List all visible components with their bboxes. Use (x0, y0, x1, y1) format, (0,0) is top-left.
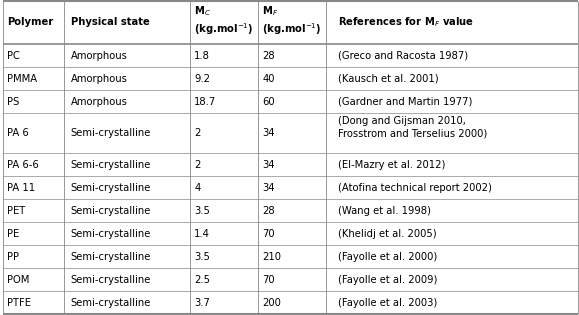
Text: 4: 4 (194, 183, 200, 193)
Text: 34: 34 (262, 183, 275, 193)
Text: PMMA: PMMA (7, 74, 37, 84)
Text: 200: 200 (262, 298, 281, 308)
Text: 28: 28 (262, 206, 275, 216)
Text: (Greco and Racosta 1987): (Greco and Racosta 1987) (338, 51, 468, 61)
Text: Semi-crystalline: Semi-crystalline (71, 298, 151, 308)
Text: 2: 2 (194, 160, 200, 170)
Text: Polymer: Polymer (7, 17, 53, 27)
Text: PA 11: PA 11 (7, 183, 35, 193)
Text: 9.2: 9.2 (194, 74, 210, 84)
Text: 18.7: 18.7 (194, 97, 217, 107)
Text: (Fayolle et al. 2009): (Fayolle et al. 2009) (338, 275, 438, 285)
Text: 70: 70 (262, 275, 275, 285)
Text: 1.4: 1.4 (194, 229, 210, 239)
Text: PET: PET (7, 206, 25, 216)
Text: 40: 40 (262, 74, 275, 84)
Text: 210: 210 (262, 252, 281, 262)
Text: PA 6-6: PA 6-6 (7, 160, 39, 170)
Text: (Atofina technical report 2002): (Atofina technical report 2002) (338, 183, 492, 193)
Text: (Kausch et al. 2001): (Kausch et al. 2001) (338, 74, 439, 84)
Text: References for M$_F$ value: References for M$_F$ value (338, 15, 474, 29)
Text: PTFE: PTFE (7, 298, 31, 308)
Text: (Fayolle et al. 2000): (Fayolle et al. 2000) (338, 252, 437, 262)
Text: Semi-crystalline: Semi-crystalline (71, 129, 151, 138)
Text: (Khelidj et al. 2005): (Khelidj et al. 2005) (338, 229, 437, 239)
Text: 34: 34 (262, 129, 275, 138)
Text: (El-Mazry et al. 2012): (El-Mazry et al. 2012) (338, 160, 445, 170)
Text: (Gardner and Martin 1977): (Gardner and Martin 1977) (338, 97, 472, 107)
Text: 28: 28 (262, 51, 275, 61)
Text: M$_F$
(kg.mol$^{-1}$): M$_F$ (kg.mol$^{-1}$) (262, 4, 322, 37)
Text: 60: 60 (262, 97, 275, 107)
Text: PA 6: PA 6 (7, 129, 29, 138)
Text: PE: PE (7, 229, 19, 239)
Text: M$_C$
(kg.mol$^{-1}$): M$_C$ (kg.mol$^{-1}$) (194, 4, 254, 37)
Text: Physical state: Physical state (71, 17, 149, 27)
Text: Semi-crystalline: Semi-crystalline (71, 252, 151, 262)
Text: Semi-crystalline: Semi-crystalline (71, 160, 151, 170)
Text: 34: 34 (262, 160, 275, 170)
Text: Semi-crystalline: Semi-crystalline (71, 229, 151, 239)
Text: Amorphous: Amorphous (71, 97, 127, 107)
Text: Amorphous: Amorphous (71, 74, 127, 84)
Text: 3.5: 3.5 (194, 206, 210, 216)
Text: PC: PC (7, 51, 20, 61)
Text: Semi-crystalline: Semi-crystalline (71, 275, 151, 285)
Text: Amorphous: Amorphous (71, 51, 127, 61)
Text: 70: 70 (262, 229, 275, 239)
Text: Semi-crystalline: Semi-crystalline (71, 183, 151, 193)
Text: POM: POM (7, 275, 30, 285)
Text: 1.8: 1.8 (194, 51, 210, 61)
Text: 2.5: 2.5 (194, 275, 210, 285)
Text: 3.7: 3.7 (194, 298, 210, 308)
Text: (Fayolle et al. 2003): (Fayolle et al. 2003) (338, 298, 437, 308)
Text: Semi-crystalline: Semi-crystalline (71, 206, 151, 216)
Text: PP: PP (7, 252, 19, 262)
Text: 2: 2 (194, 129, 200, 138)
Text: 3.5: 3.5 (194, 252, 210, 262)
Text: (Dong and Gijsman 2010,
Frosstrom and Terselius 2000): (Dong and Gijsman 2010, Frosstrom and Te… (338, 117, 488, 139)
Text: PS: PS (7, 97, 19, 107)
Text: (Wang et al. 1998): (Wang et al. 1998) (338, 206, 431, 216)
